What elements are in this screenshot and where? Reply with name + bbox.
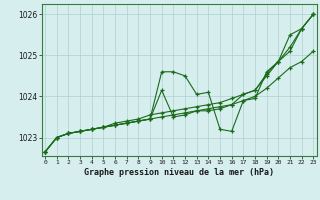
X-axis label: Graphe pression niveau de la mer (hPa): Graphe pression niveau de la mer (hPa) [84, 168, 274, 177]
